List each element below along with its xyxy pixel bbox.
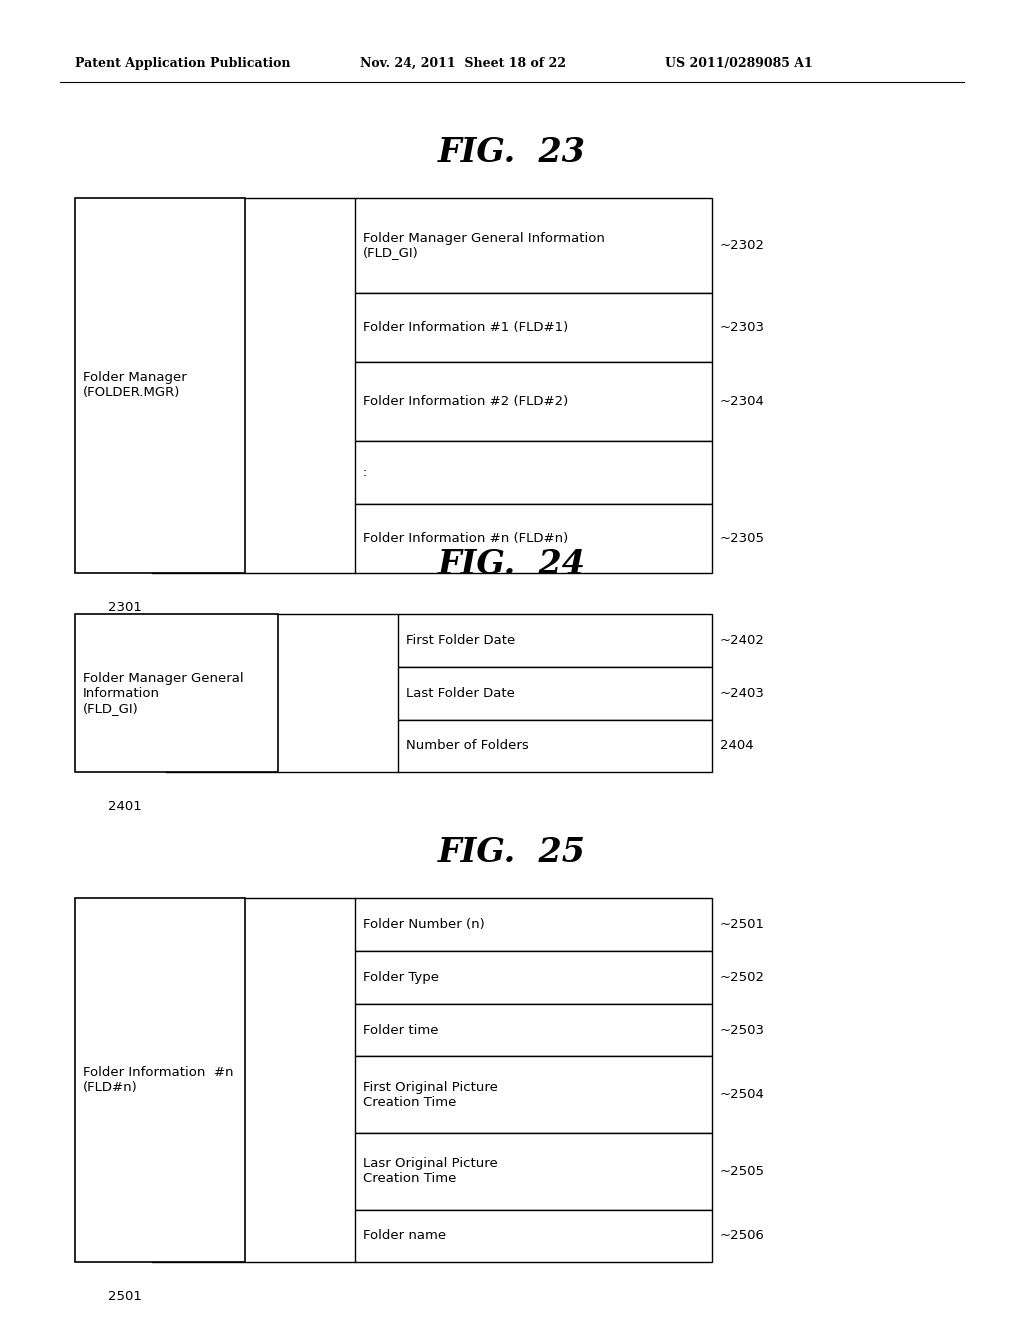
Bar [355,441,712,504]
Bar [355,1003,712,1056]
Text: 2404: 2404 [720,739,754,752]
Text: Folder Manager
(FOLDER.MGR): Folder Manager (FOLDER.MGR) [83,371,186,400]
Text: ~2501: ~2501 [720,917,765,931]
Bar [75,614,278,772]
Text: FIG.  25: FIG. 25 [438,836,586,869]
Text: Folder Information  #n
(FLD#n): Folder Information #n (FLD#n) [83,1067,233,1094]
Bar [355,293,712,362]
Text: ~2304: ~2304 [720,395,765,408]
Text: Patent Application Publication: Patent Application Publication [75,57,291,70]
Text: Folder Information #n (FLD#n): Folder Information #n (FLD#n) [362,532,568,545]
Bar [398,667,712,719]
Bar [398,719,712,772]
Text: ~2505: ~2505 [720,1164,765,1177]
Text: Number of Folders: Number of Folders [406,739,528,752]
Text: FIG.  23: FIG. 23 [438,136,586,169]
Bar [355,898,712,950]
Text: First Original Picture
Creation Time: First Original Picture Creation Time [362,1081,498,1109]
Bar [355,1056,712,1133]
Text: ~2303: ~2303 [720,321,765,334]
Text: First Folder Date: First Folder Date [406,634,515,647]
Text: ~2402: ~2402 [720,634,765,647]
Text: Nov. 24, 2011  Sheet 18 of 22: Nov. 24, 2011 Sheet 18 of 22 [360,57,566,70]
Text: 2301: 2301 [109,601,142,614]
Text: Folder Number (n): Folder Number (n) [362,917,484,931]
Text: Folder Manager General Information
(FLD_GI): Folder Manager General Information (FLD_… [362,231,605,260]
Text: :: : [362,466,368,479]
Text: ~2302: ~2302 [720,239,765,252]
Text: 2501: 2501 [109,1291,142,1303]
Text: Folder Type: Folder Type [362,970,439,983]
Text: ~2502: ~2502 [720,970,765,983]
Text: Folder time: Folder time [362,1023,438,1036]
Text: ~2503: ~2503 [720,1023,765,1036]
Text: ~2504: ~2504 [720,1088,765,1101]
Bar [355,1133,712,1209]
Bar [355,198,712,293]
Text: Lasr Original Picture
Creation Time: Lasr Original Picture Creation Time [362,1158,498,1185]
Bar [355,1209,712,1262]
Text: 2401: 2401 [109,800,142,813]
Text: US 2011/0289085 A1: US 2011/0289085 A1 [665,57,813,70]
Text: Folder Information #1 (FLD#1): Folder Information #1 (FLD#1) [362,321,568,334]
Text: Folder Manager General
Information
(FLD_GI): Folder Manager General Information (FLD_… [83,672,244,714]
Bar [398,614,712,667]
Text: Folder name: Folder name [362,1229,446,1242]
Bar [75,198,245,573]
Bar [355,950,712,1003]
Bar [355,504,712,573]
Text: Last Folder Date: Last Folder Date [406,686,515,700]
Text: ~2506: ~2506 [720,1229,765,1242]
Bar [75,898,245,1262]
Text: ~2403: ~2403 [720,686,765,700]
Bar [355,362,712,441]
Text: ~2305: ~2305 [720,532,765,545]
Text: FIG.  24: FIG. 24 [438,549,586,582]
Text: Folder Information #2 (FLD#2): Folder Information #2 (FLD#2) [362,395,568,408]
